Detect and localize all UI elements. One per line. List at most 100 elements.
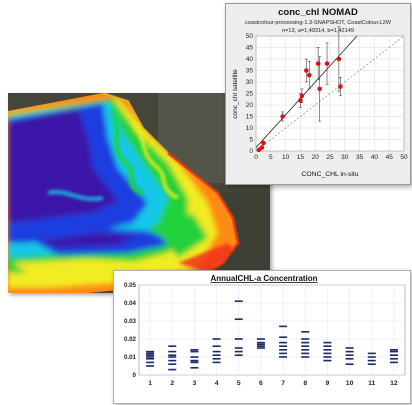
scatter-x-tick-label: 5 (269, 154, 273, 161)
annual-data-mark (345, 347, 354, 349)
annual-data-mark (168, 363, 177, 365)
annual-data-mark (146, 358, 155, 360)
annual-data-mark (212, 354, 221, 356)
ocean-swath (8, 93, 238, 293)
annual-data-mark (279, 325, 288, 328)
scatter-x-label: CONC_CHL in-situ (301, 171, 358, 178)
annual-data-mark (345, 363, 354, 365)
annual-data-mark (323, 359, 332, 362)
data-point (317, 86, 322, 92)
scatter-title: conc_chl NOMAD (278, 7, 358, 18)
annual-data-mark (345, 358, 354, 360)
annual-data-mark (234, 318, 243, 320)
identity-line (255, 35, 405, 152)
scatter-chart-window: conc_chl NOMAD coastcolour-processing-1.… (225, 3, 411, 185)
scatter-x-tick-label: 30 (341, 154, 349, 161)
annual-x-tick-label: 3 (193, 380, 197, 387)
annual-data-mark (323, 341, 332, 344)
annual-data-mark (190, 359, 199, 362)
annual-data-mark (345, 354, 354, 356)
annual-data-mark (234, 338, 243, 340)
scatter-y-tick-label: 45 (246, 45, 254, 52)
annual-data-mark (168, 354, 177, 356)
scatter-x-tick-label: 35 (356, 154, 364, 161)
annual-data-mark (323, 349, 332, 351)
annual-data-mark (367, 352, 376, 355)
annual-data-mark (234, 354, 243, 356)
scatter-stats: n=13, a=1,49314, b=1,42149 (282, 28, 354, 34)
scatter-y-label: conc_chl satellite (232, 69, 239, 119)
data-point (315, 61, 321, 66)
data-point (304, 68, 309, 73)
annual-x-tick-label: 9 (326, 380, 330, 387)
annual-data-mark (146, 352, 155, 355)
annual-y-ticks: 0 0.01 0.02 0.03 0.04 0.05 (124, 282, 137, 379)
annual-y-tick-label: 0.01 (124, 354, 137, 361)
annual-data-mark (389, 354, 398, 356)
scatter-y-tick-label: 15 (246, 114, 254, 121)
annual-data-mark (168, 368, 177, 371)
annual-x-tick-label: 8 (303, 380, 307, 387)
annual-data-mark (389, 349, 398, 351)
scatter-chart: conc_chl NOMAD coastcolour-processing-1.… (232, 7, 408, 178)
scatter-subtitle: coastcolour-processing-1.3-SNAPSHOT, Coa… (245, 20, 392, 26)
annual-data-mark (301, 356, 310, 358)
annual-data-mark (279, 345, 288, 347)
annual-data-mark (279, 341, 288, 344)
scatter-x-tick-label: 10 (282, 154, 290, 161)
annual-data-mark (190, 361, 199, 364)
data-point (324, 61, 330, 66)
scatter-x-tick-label: 20 (312, 154, 320, 161)
annual-data-mark (367, 363, 376, 365)
scatter-x-tick-label: 15 (297, 154, 305, 161)
annual-data-mark (146, 356, 155, 358)
data-point (299, 93, 305, 99)
scatter-x-tick-label: 25 (326, 154, 334, 161)
annual-data-mark (367, 356, 376, 358)
annual-data-mark (279, 349, 288, 351)
annual-data-mark (323, 356, 332, 358)
annual-x-tick-label: 5 (237, 380, 241, 387)
annual-chl-chart-window: AnnualCHL-a Concentration 0 0.01 0.02 0.03 0… (113, 270, 411, 404)
annual-data-mark (190, 356, 199, 358)
scatter-x-tick-label: 50 (400, 154, 408, 161)
annual-data-mark (168, 356, 177, 358)
annual-data-mark (389, 361, 398, 364)
regression-line (255, 35, 358, 148)
annual-data-mark (168, 359, 177, 362)
annual-y-tick-label: 0.02 (124, 336, 137, 343)
annual-data-mark (301, 331, 310, 333)
data-point (338, 84, 343, 89)
annual-data-mark (146, 350, 155, 353)
scatter-y-tick-label: 40 (246, 56, 254, 63)
scatter-x-tick-label: 0 (254, 154, 258, 161)
annual-x-tick-label: 11 (368, 380, 375, 387)
scatter-x-ticks: 0 5 10 15 20 25 30 35 40 45 50 (254, 154, 408, 161)
annual-data-mark (279, 356, 288, 358)
scatter-y-tick-label: 30 (246, 79, 254, 86)
annual-data-mark (256, 345, 265, 347)
annual-data-mark (279, 352, 288, 355)
data-point (306, 72, 312, 78)
annual-data-mark (234, 350, 243, 353)
scatter-points (256, 26, 343, 153)
annual-data-mark (256, 338, 265, 340)
annual-data-mark (389, 350, 398, 353)
annual-y-tick-label: 0 (133, 372, 137, 379)
annual-data-mark (323, 352, 332, 355)
annual-title: AnnualCHL-a Concentration (210, 274, 317, 283)
annual-data-mark (256, 347, 265, 349)
annual-chl-chart: AnnualCHL-a Concentration 00.010.020.030… (124, 274, 406, 387)
scatter-y-tick-label: 35 (246, 68, 254, 75)
annual-x-tick-label: 1 (148, 380, 152, 387)
annual-data-mark (212, 358, 221, 360)
annual-data-mark (212, 338, 221, 340)
annual-data-mark (190, 367, 199, 369)
scatter-y-tick-label: 20 (246, 102, 254, 109)
annual-y-tick-label: 0.04 (124, 300, 137, 307)
annual-plot-area (138, 284, 406, 376)
data-point (280, 114, 285, 119)
annual-data-mark (301, 341, 310, 344)
scatter-y-tick-label: 5 (249, 137, 253, 144)
annual-x-tick-label: 2 (170, 380, 174, 387)
